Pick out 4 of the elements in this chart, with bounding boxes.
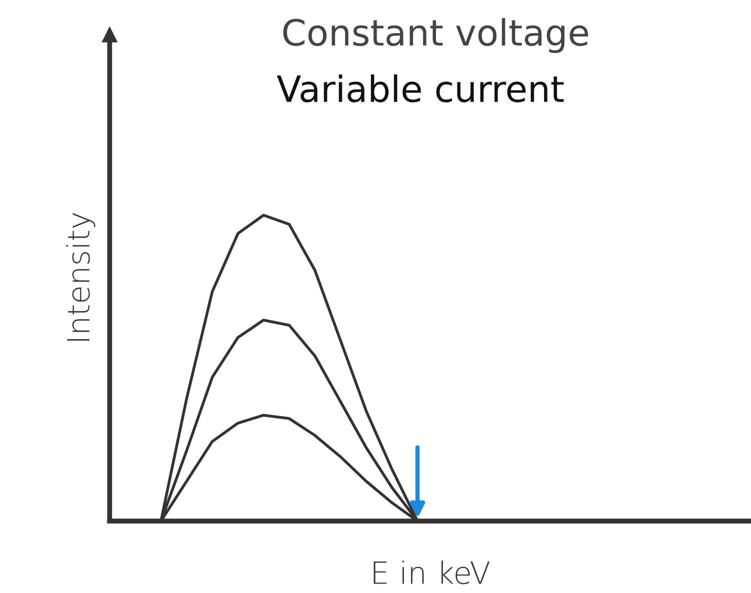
x-axis-title: E in keV bbox=[374, 560, 490, 584]
y-axis-title: Intensity bbox=[66, 213, 96, 341]
chart-subtitle: Variable current bbox=[276, 74, 564, 102]
chart-title: Constant voltage bbox=[283, 18, 588, 54]
